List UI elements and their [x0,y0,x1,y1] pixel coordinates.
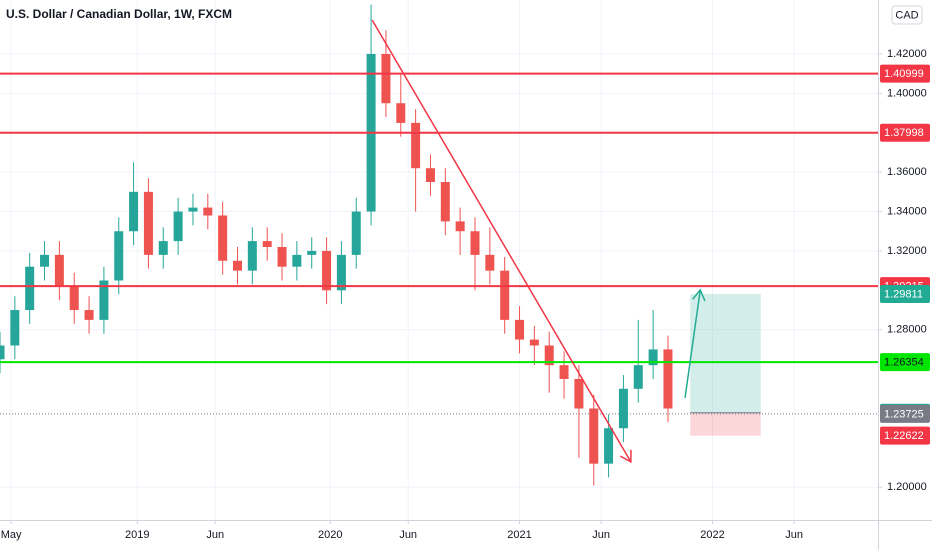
y-tick-label: 1.32000 [887,245,927,257]
candle-body [544,345,554,366]
price-label: 1.29811 [884,288,923,300]
projection-arrow [684,289,701,398]
price-label: 1.23725 [884,408,924,420]
candle-body [247,241,257,271]
candle-body [143,191,153,255]
candle-body [84,310,94,320]
candle-body [455,221,465,232]
x-tick-label: 2020 [318,529,342,541]
trend-line [371,19,632,463]
candle-body [40,254,50,267]
y-tick-label: 1.20000 [887,481,927,493]
candle-body [440,182,450,222]
candle-body [559,365,569,379]
price-label-box [880,353,930,372]
x-tick-label: 2022 [700,529,724,541]
candle-body [351,211,361,255]
candle-body [10,310,20,346]
y-tick-label: 1.36000 [887,166,927,178]
x-tick-label: 2019 [125,529,149,541]
price-label: 1.22622 [884,430,924,442]
candle-body [322,250,332,291]
candle-body [114,231,124,281]
candle-body [54,254,64,287]
y-tick-label: 1.34000 [887,205,927,217]
candle-body [188,207,198,212]
y-tick-label: 1.42000 [887,48,927,60]
loss-zone [690,412,761,436]
candle-body [99,280,109,320]
price-label-box [880,123,930,142]
candle-body [425,168,435,182]
candle-body [411,122,421,169]
projection-arrow-head [692,288,706,302]
candle-body [336,254,346,291]
x-tick-label: Jun [399,529,417,541]
candle-body [618,388,628,429]
price-label: 1.40999 [884,68,924,80]
candle-body [262,241,272,247]
candle-body [515,319,525,340]
y-tick-label: 1.40000 [887,87,927,99]
candle-body [396,103,406,123]
profit-zone [690,294,761,413]
candle-body [218,215,228,261]
candle-body [529,339,539,346]
candle-body [470,231,480,255]
candle-body [277,247,287,267]
price-label-box [880,404,930,423]
x-tick-label: Jun [206,529,224,541]
price-label: 1.37998 [884,127,924,139]
candle-body [648,349,658,366]
x-tick-label: May [1,529,22,541]
trend-line-head [619,449,632,464]
candle-body [203,207,213,216]
candle-body [663,349,673,409]
candle-body [633,365,643,389]
currency-badge[interactable] [891,5,923,25]
price-label-box [880,285,930,304]
x-tick-label: Jun [785,529,803,541]
y-tick-label: 1.28000 [887,324,927,336]
candle-body [500,270,510,320]
price-label-box [880,64,930,83]
price-label-box [880,426,930,445]
candle-body [485,254,495,271]
chart-title: U.S. Dollar / Canadian Dollar, 1W, FXCM [6,7,232,21]
candle-body [307,250,317,255]
candle-body [0,345,5,360]
candle-body [589,408,599,464]
price-label: 1.26354 [884,357,924,369]
candle-body [604,428,614,464]
x-tick-label: Jun [592,529,610,541]
candle-body [232,260,242,271]
plot-area [0,0,878,520]
candle-body [25,266,35,311]
x-tick-label: 2021 [507,529,531,541]
candle-body [292,254,302,267]
candle-body [158,241,168,255]
candle-body [69,286,79,311]
candle-body [129,191,139,232]
candle-body [173,211,183,242]
candle-body [574,378,584,409]
currency-label[interactable]: CAD [895,9,918,21]
candle-body [381,53,391,104]
